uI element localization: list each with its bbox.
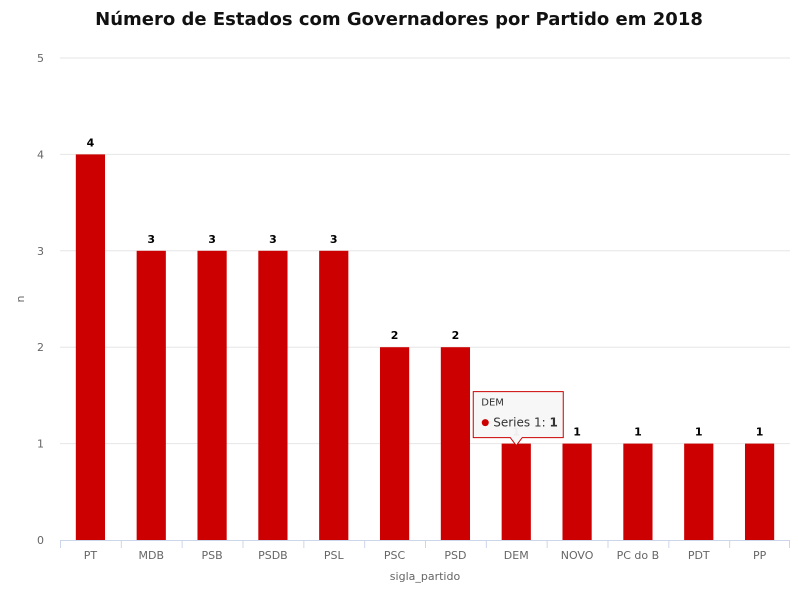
data-label: 1	[634, 426, 642, 439]
x-axis-ticks: PT MDB PSB PSDB PSL PSC PSD DEM NOVO PC do B PDT PP	[60, 540, 790, 562]
bar[interactable]	[319, 250, 349, 541]
y-axis-ticks: 0 1 2 3 4 5	[37, 52, 44, 547]
y-tick-label: 0	[37, 534, 44, 547]
x-tick-label: PDT	[688, 549, 710, 562]
x-tick-label: PSL	[324, 549, 345, 562]
y-tick-label: 5	[37, 52, 44, 65]
data-label: 4	[87, 136, 95, 149]
x-tick-label: NOVO	[561, 549, 594, 562]
x-tick-label: PSDB	[258, 549, 288, 562]
grid-lines	[60, 57, 790, 445]
x-tick-label: MDB	[138, 549, 164, 562]
bar[interactable]	[562, 443, 592, 540]
x-tick-label: PSC	[384, 549, 406, 562]
data-label: 1	[756, 426, 764, 439]
bar[interactable]	[684, 443, 714, 540]
y-axis-label: n	[14, 295, 27, 302]
data-label: 3	[330, 233, 338, 246]
tooltip: DEM Series 1: 1	[472, 391, 564, 447]
bar[interactable]	[501, 443, 531, 540]
bar[interactable]	[75, 154, 106, 540]
x-axis-label: sigla_partido	[390, 570, 461, 583]
tooltip-category: DEM	[481, 398, 504, 409]
data-label: 3	[269, 233, 277, 246]
data-label: 2	[452, 329, 460, 342]
data-label: 1	[573, 426, 581, 439]
tooltip-series-marker	[481, 419, 489, 427]
y-tick-label: 3	[37, 245, 44, 258]
y-tick-label: 4	[37, 148, 44, 161]
bar[interactable]	[440, 347, 471, 540]
tooltip-box	[472, 391, 564, 447]
bar[interactable]	[623, 443, 653, 540]
chart-title: Número de Estados com Governadores por P…	[95, 9, 703, 30]
x-tick-label: PP	[753, 549, 767, 562]
data-label: 3	[208, 233, 216, 246]
bar[interactable]	[258, 250, 288, 541]
x-tick-label: PT	[84, 549, 98, 562]
data-label: 3	[147, 233, 155, 246]
x-tick-label: PSD	[444, 549, 466, 562]
y-tick-label: 2	[37, 341, 44, 354]
data-label: 1	[695, 426, 703, 439]
x-tick-label: PSB	[201, 549, 222, 562]
bar[interactable]	[744, 443, 775, 540]
x-tick-label: PC do B	[617, 549, 660, 562]
bar[interactable]	[197, 250, 227, 541]
x-tick-label: DEM	[504, 549, 529, 562]
y-tick-label: 1	[37, 438, 44, 451]
bar[interactable]	[136, 250, 166, 541]
bar[interactable]	[379, 347, 410, 540]
data-label: 2	[391, 329, 399, 342]
data-labels: 433332211111	[87, 136, 764, 438]
bar-series	[75, 154, 775, 541]
tooltip-value: Series 1: 1	[493, 416, 558, 430]
